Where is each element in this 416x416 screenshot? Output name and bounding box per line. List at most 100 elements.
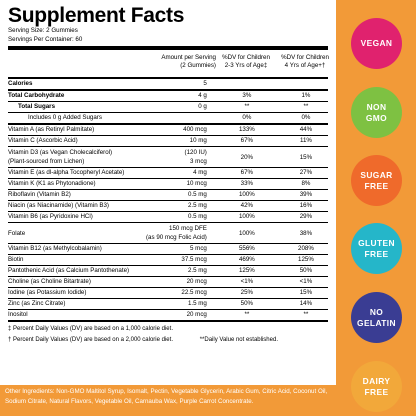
dv-4-years-plus: 38% <box>283 222 328 244</box>
dv-2-3-years: ** <box>209 101 284 113</box>
nutrient-name: Vitamin C (Ascorbic Acid) <box>8 135 146 147</box>
nutrient-name: Vitamin B12 (as Methylcobalamin) <box>8 243 146 255</box>
dv-2-3-years <box>209 79 284 91</box>
nutrient-row: Vitamin D3 (as Vegan Cholecalciferol) (Pl… <box>8 146 328 168</box>
dv-4-years-plus: 11% <box>283 135 328 147</box>
badge-line1: DAIRY <box>362 376 391 386</box>
nutrient-row: Vitamin B6 (as Pyridoxine HCl) 0.5 mg 100%… <box>8 211 328 223</box>
dv-4-years-plus: 15% <box>283 146 328 168</box>
nutrient-amount-text: 2.5 mg <box>187 267 207 274</box>
dv-2-3-years: 125% <box>209 265 284 277</box>
nutrient-row: Vitamin C (Ascorbic Acid) 10 mg 67% 11% <box>8 135 328 147</box>
nutrient-name-text: Vitamin D3 (as Vegan Cholecalciferol) <box>8 149 113 156</box>
dv-4-years-plus: 39% <box>283 189 328 201</box>
nutrient-row: Calories 5 <box>8 79 328 91</box>
nutrient-amount-text: 10 mg <box>189 137 207 144</box>
nutrient-name-text: Biotin <box>8 256 24 263</box>
nutrient-amount-text: 0 g <box>198 103 207 110</box>
header-dv-4plus: %DV for Children 4 Yrs of Age+† <box>269 54 341 69</box>
dv-4-years-plus: 1% <box>283 90 328 102</box>
nutrient-name: Vitamin K (K1 as Phytonadione) <box>8 178 146 190</box>
badge-line2: FREE <box>364 386 389 397</box>
nutrient-amount: 150 mcg DFE (as 90 mcg Folic Acid) <box>146 222 210 244</box>
nutrient-row: Vitamin A (as Retinyl Palmitate) 400 mcg 1… <box>8 124 328 136</box>
nutrient-amount-text: 10 mcg <box>186 180 207 187</box>
nutrient-row: Niacin (as Niacinamide) (Vitamin B3) 2.5 … <box>8 200 328 212</box>
nutrient-amount: 1.5 mg <box>146 298 210 310</box>
nutrient-amount-text: 1.5 mg <box>187 300 207 307</box>
nutrient-row: Biotin 37.5 mcg 469% 125% <box>8 254 328 266</box>
header-dv-4plus-line2: 4 Yrs of Age+† <box>284 61 326 69</box>
nutrient-row: Choline (as Choline Bitartrate) 20 mcg <1%… <box>8 276 328 288</box>
nutrient-row: Vitamin B12 (as Methylcobalamin) 5 mcg 556… <box>8 243 328 255</box>
nutrient-amount-text: 20 mcg <box>186 311 207 318</box>
nutrient-name-text: Folate <box>8 229 26 237</box>
nutrient-amount-text: 4 mg <box>193 169 207 176</box>
facts-table: Calories 5 Total Carbohydrate 4 g 3% 1% Total … <box>8 79 328 322</box>
footnote-1000-cal: ‡ Percent Daily Values (DV) are based on… <box>8 326 173 332</box>
nutrient-amount: 400 mcg <box>146 124 210 136</box>
serving-size: Serving Size: 2 Gummies <box>8 27 78 34</box>
nutrient-row: Total Carbohydrate 4 g 3% 1% <box>8 90 328 102</box>
nutrient-name-subtext: (Plant-sourced from Lichen) <box>8 158 85 165</box>
nutrient-amount-text: 0.5 mg <box>187 191 207 198</box>
nutrient-amount: 0 g <box>146 101 210 113</box>
dv-2-3-years: 67% <box>209 135 284 147</box>
nutrient-row: Folate 150 mcg DFE (as 90 mcg Folic Acid) 1… <box>8 222 328 244</box>
dv-2-3-years: 556% <box>209 243 284 255</box>
badge-line1: NON <box>366 102 387 112</box>
header-dv-2-3: %DV for Children 2-3 Yrs of Age‡ <box>209 54 283 69</box>
nutrient-amount: (120 IU) 3 mcg <box>146 146 210 168</box>
divider-thick <box>8 46 328 50</box>
badge-non-gmo: NON GMO <box>351 87 402 138</box>
badge-dairy-free: DAIRY FREE <box>351 361 402 412</box>
servings-per-container: Servings Per Container: 60 <box>8 35 83 43</box>
header-dv-4plus-line1: %DV for Children <box>281 54 329 61</box>
footnote-row-2: † Percent Daily Values (DV) are based on… <box>8 335 278 346</box>
dv-4-years-plus: ** <box>283 101 328 113</box>
badge-line2: GMO <box>365 112 388 123</box>
dv-2-3-years: 33% <box>209 178 284 190</box>
nutrient-name-text: Vitamin B12 (as Methylcobalamin) <box>8 245 102 252</box>
nutrient-name: Folate <box>8 222 146 244</box>
nutrient-amount: 4 g <box>146 90 210 102</box>
nutrient-amount-text: 4 g <box>198 92 207 99</box>
panel-title: Supplement Facts <box>8 4 185 27</box>
nutrient-name: Zinc (as Zinc Citrate) <box>8 298 146 310</box>
nutrient-name-text: Vitamin A (as Retinyl Palmitate) <box>8 126 95 133</box>
dv-4-years-plus: <1% <box>283 276 328 288</box>
nutrient-name: Total Carbohydrate <box>8 90 146 102</box>
nutrient-row: Inositol 20 mcg ** ** <box>8 309 328 322</box>
other-ingredients: Other Ingredients: Non-GMO Maltitol Syru… <box>5 388 328 405</box>
nutrient-name: Total Sugars <box>8 101 146 113</box>
nutrient-amount-text: 2.5 mg <box>187 202 207 209</box>
nutrient-amount: 10 mg <box>146 135 210 147</box>
badge-sugar-free: SUGAR FREE <box>351 155 402 206</box>
badge-line1: NO <box>369 307 384 317</box>
badge-gluten-free: GLUTEN FREE <box>351 223 402 274</box>
nutrient-name-text: Includes 0 g Added Sugars <box>28 114 102 121</box>
dv-2-3-years: ** <box>209 309 284 322</box>
nutrient-name-text: Iodine (as Potassium Iodide) <box>8 289 87 296</box>
nutrient-row: Zinc (as Zinc Citrate) 1.5 mg 50% 14% <box>8 298 328 310</box>
badge-line1: VEGAN <box>360 38 393 49</box>
badge-line2: FREE <box>364 180 389 191</box>
nutrient-row: Pantothenic Acid (as Calcium Pantothenat… <box>8 265 328 277</box>
dv-4-years-plus: 8% <box>283 178 328 190</box>
dv-2-3-years: 67% <box>209 167 284 179</box>
nutrient-amount: 10 mcg <box>146 178 210 190</box>
nutrient-name-text: Calories <box>8 80 33 87</box>
nutrient-amount: 20 mcg <box>146 309 210 322</box>
header-dv-2-3-line2: 2-3 Yrs of Age‡ <box>224 61 268 69</box>
nutrient-name: Vitamin B6 (as Pyridoxine HCl) <box>8 211 146 223</box>
nutrient-name: Vitamin E (as dl-alpha Tocopheryl Acetat… <box>8 167 146 179</box>
dv-2-3-years: 3% <box>209 90 284 102</box>
nutrient-amount-subtext: (as 90 mcg Folic Acid) <box>146 234 207 241</box>
dv-2-3-years: 25% <box>209 287 284 299</box>
header-amount: Amount per Serving (2 Gummies) <box>126 54 216 69</box>
nutrient-name: Includes 0 g Added Sugars <box>8 112 146 125</box>
nutrient-amount: 5 mcg <box>146 243 210 255</box>
dv-4-years-plus: 44% <box>283 124 328 136</box>
nutrient-name-text: Vitamin E (as dl-alpha Tocopheryl Acetat… <box>8 169 125 176</box>
dv-2-3-years: <1% <box>209 276 284 288</box>
